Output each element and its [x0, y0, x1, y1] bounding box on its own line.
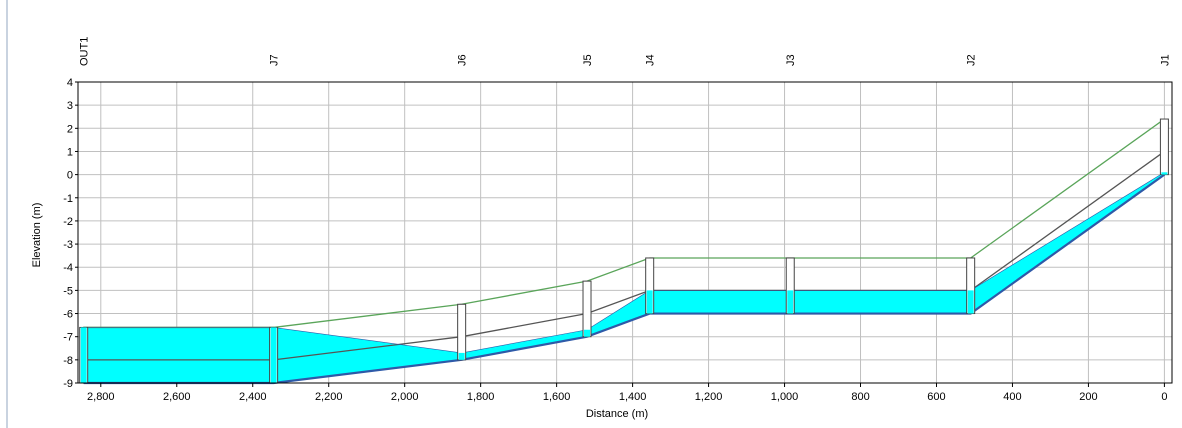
node-manhole-j5 [582, 280, 592, 338]
outfall-storage [83, 326, 275, 384]
y-tick-label: -1 [63, 193, 73, 205]
node-label-j3: J3 [785, 54, 797, 66]
invert-line [83, 173, 1166, 385]
x-tick-label: 1,200 [695, 391, 723, 403]
ground-line [83, 118, 1165, 329]
node-water-j2 [967, 290, 974, 314]
node-manhole-j6 [457, 303, 467, 361]
x-tick-label: 1,800 [467, 391, 495, 403]
node-water-j4 [646, 290, 653, 314]
y-tick-label: -7 [63, 332, 73, 344]
nodes-layer [79, 118, 1169, 384]
axis-layer: -9 -8 -7 -6 -5 -4 -3 -2 -1 0 1 2 3 4 2,800 2,600 2,400 2,… [63, 77, 1173, 403]
node-water-j7 [270, 327, 277, 383]
y-tick-label: -9 [63, 378, 73, 390]
x-tick-label: 0 [1161, 391, 1167, 403]
y-tick-label: 3 [67, 100, 73, 112]
x-tick-label: 2,600 [163, 391, 191, 403]
lines-layer [83, 118, 1166, 385]
water-surface-line [83, 172, 1165, 354]
x-tick-label: 1,000 [771, 391, 799, 403]
y-tick-label: -5 [63, 285, 73, 297]
node-label-out1: OUT1 [79, 37, 91, 66]
node-water-out1 [80, 327, 87, 383]
x-tick-label: 1,400 [619, 391, 647, 403]
node-manhole-j1 [1159, 118, 1169, 176]
node-label-j4: J4 [645, 54, 657, 66]
y-tick-label: 4 [67, 77, 73, 89]
y-tick-label: 0 [67, 170, 73, 182]
y-tick-label: -8 [63, 355, 73, 367]
node-water-j3 [787, 290, 794, 314]
y-tick-label: -2 [63, 216, 73, 228]
y-tick-label: 2 [67, 123, 73, 135]
panel-left-border [6, 0, 8, 428]
node-water-j1 [1161, 172, 1168, 175]
y-tick-label: -6 [63, 309, 73, 321]
x-tick-label: 400 [1003, 391, 1021, 403]
x-tick-label: 600 [927, 391, 945, 403]
node-label-j1: J1 [1159, 54, 1171, 66]
y-tick-label: -3 [63, 239, 73, 251]
node-label-j7: J7 [269, 54, 281, 66]
x-tick-label: 2,400 [239, 391, 267, 403]
x-tick-label: 2,200 [315, 391, 343, 403]
node-water-j5 [584, 329, 591, 337]
x-tick-label: 2,000 [391, 391, 419, 403]
node-water-j6 [458, 352, 465, 360]
node-label-j5: J5 [582, 54, 594, 66]
node-label-j6: J6 [457, 54, 469, 66]
x-tick-label: 1,600 [543, 391, 571, 403]
water-layer [83, 172, 1165, 384]
x-tick-label: 800 [851, 391, 869, 403]
y-tick-label: 1 [67, 146, 73, 158]
x-axis-label: Distance (m) [586, 408, 648, 420]
y-axis-label: Elevation (m) [31, 203, 43, 268]
labels-layer: OUT1 J7 J6 J5 J4 J3 J2 J1 [79, 37, 1172, 66]
plot-frame [77, 81, 1173, 384]
node-label-j2: J2 [966, 54, 978, 66]
y-tick-label: -4 [63, 262, 73, 274]
x-tick-label: 2,800 [87, 391, 115, 403]
x-tick-label: 200 [1079, 391, 1097, 403]
